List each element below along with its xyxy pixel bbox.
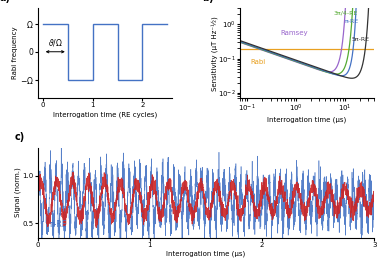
- X-axis label: Interrogation time (µs): Interrogation time (µs): [267, 116, 347, 123]
- Text: 5π-RE: 5π-RE: [351, 37, 369, 43]
- Text: π-RE: π-RE: [345, 19, 359, 25]
- Y-axis label: Signal (norm.): Signal (norm.): [14, 168, 21, 217]
- Text: Rabi: Rabi: [250, 59, 266, 65]
- Text: a): a): [0, 0, 11, 3]
- Text: c): c): [14, 132, 25, 143]
- X-axis label: Interrogation time (RE cycles): Interrogation time (RE cycles): [53, 111, 157, 118]
- Text: 3π/4-RE: 3π/4-RE: [334, 10, 358, 16]
- X-axis label: Interrogation time (µs): Interrogation time (µs): [166, 250, 246, 257]
- Text: π-RE: π-RE: [50, 220, 67, 229]
- Y-axis label: Rabi frequency: Rabi frequency: [12, 27, 18, 79]
- Text: $\vartheta/\Omega$: $\vartheta/\Omega$: [48, 37, 63, 48]
- Y-axis label: Sensitivity (µT Hz⁻½): Sensitivity (µT Hz⁻½): [211, 16, 218, 91]
- Text: Ramsey: Ramsey: [280, 30, 308, 36]
- Text: b): b): [202, 0, 214, 3]
